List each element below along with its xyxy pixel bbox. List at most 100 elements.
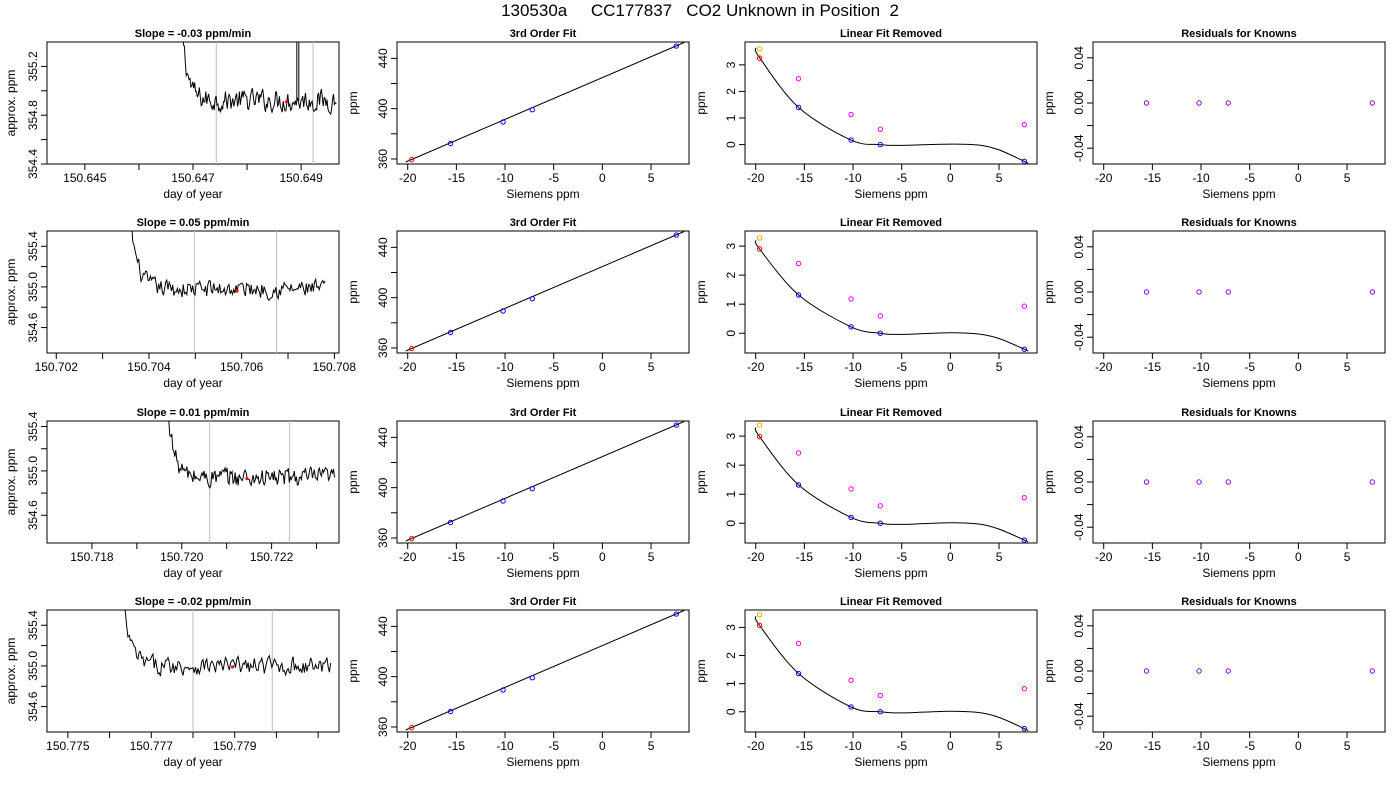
data-point bbox=[795, 75, 802, 82]
panel-title: Linear Fit Removed bbox=[840, 596, 942, 608]
x-axis-label: day of year bbox=[163, 755, 222, 769]
data-point bbox=[848, 677, 854, 683]
x-axis-label: Siemens ppm bbox=[854, 755, 927, 769]
fit-point bbox=[235, 289, 239, 293]
x-tick-label: -15 bbox=[1144, 739, 1162, 753]
x-tick-label: 150.775 bbox=[46, 739, 90, 753]
data-point bbox=[1021, 494, 1028, 501]
panel-title: Slope = 0.05 ppm/min bbox=[137, 217, 250, 229]
x-tick-label: -15 bbox=[796, 550, 814, 564]
fit-line bbox=[405, 42, 685, 163]
x-tick-label: -10 bbox=[496, 739, 514, 753]
panel-title: Slope = -0.03 ppm/min bbox=[135, 28, 252, 40]
x-tick-label: 150.779 bbox=[213, 739, 257, 753]
x-axis-label: Siemens ppm bbox=[506, 376, 579, 390]
panel-title: Slope = -0.02 ppm/min bbox=[135, 596, 252, 608]
panel-title: Residuals for Knowns bbox=[1181, 407, 1297, 419]
plot-area bbox=[1143, 289, 1376, 295]
x-tick-label: -20 bbox=[399, 550, 417, 564]
y-tick-label: 1 bbox=[724, 301, 738, 308]
data-point bbox=[408, 535, 415, 542]
y-axis-label: ppm bbox=[694, 470, 708, 493]
y-tick-label: -0.04 bbox=[1072, 323, 1086, 351]
panel-0-2: Linear Fit Removed Siemens ppm ppm -20 -15 -1… bbox=[694, 28, 1038, 201]
y-axis-label: ppm bbox=[1042, 470, 1056, 493]
x-tick-label: -20 bbox=[399, 739, 417, 753]
data-point bbox=[877, 141, 883, 148]
plot-frame bbox=[396, 41, 690, 165]
data-point bbox=[447, 140, 454, 147]
x-tick-label: 150.647 bbox=[171, 171, 215, 185]
x-tick-label: 0 bbox=[947, 739, 954, 753]
data-point bbox=[1225, 289, 1231, 295]
data-point bbox=[529, 674, 535, 681]
data-point bbox=[1021, 537, 1028, 543]
x-tick-label: 150.720 bbox=[160, 550, 204, 564]
data-point bbox=[447, 708, 454, 715]
y-axis-label: ppm bbox=[1042, 91, 1056, 114]
panel-1-1: 3rd Order Fit Siemens ppm ppm -20 -15 -10 -5 0 5… bbox=[346, 217, 690, 390]
y-tick-label: 354.8 bbox=[26, 100, 40, 130]
fit-point bbox=[284, 100, 289, 104]
x-tick-label: 0 bbox=[599, 171, 606, 185]
panel-title: Linear Fit Removed bbox=[840, 407, 942, 419]
data-point bbox=[877, 330, 883, 336]
x-tick-label: -10 bbox=[1192, 739, 1210, 753]
x-tick-label: 5 bbox=[1344, 171, 1351, 185]
data-point bbox=[673, 43, 680, 49]
x-tick-label: 5 bbox=[648, 360, 655, 374]
data-point bbox=[1021, 346, 1028, 352]
y-tick-label: -0.04 bbox=[1072, 702, 1086, 730]
y-tick-label: 1 bbox=[724, 114, 738, 121]
y-axis-label: ppm bbox=[346, 659, 360, 682]
data-point bbox=[1225, 479, 1231, 485]
data-point bbox=[1369, 668, 1376, 674]
x-tick-label: -5 bbox=[548, 550, 559, 564]
data-point bbox=[1021, 121, 1028, 128]
x-tick-label: -10 bbox=[1192, 360, 1210, 374]
data-point bbox=[1021, 303, 1028, 309]
data-point bbox=[795, 640, 802, 647]
y-axis-label: approx. ppm bbox=[4, 70, 18, 137]
data-point bbox=[1196, 668, 1202, 674]
y-axis-label: ppm bbox=[694, 280, 708, 303]
panel-2-2: Linear Fit Removed Siemens ppm ppm -20 -15 -1… bbox=[694, 407, 1038, 580]
data-point bbox=[408, 345, 415, 352]
data-point bbox=[795, 482, 802, 488]
x-tick-label: 5 bbox=[648, 739, 655, 753]
plot-frame bbox=[744, 609, 1038, 733]
y-tick-label: 3 bbox=[724, 432, 738, 439]
plot-frame bbox=[744, 420, 1038, 544]
data-point bbox=[877, 126, 883, 132]
data-point bbox=[848, 514, 854, 521]
y-tick-label: 0.00 bbox=[1072, 470, 1086, 494]
x-tick-label: 150.708 bbox=[313, 360, 357, 374]
y-tick-label: -0.04 bbox=[1072, 513, 1086, 541]
x-tick-label: -15 bbox=[1144, 171, 1162, 185]
x-tick-label: 150.718 bbox=[70, 550, 114, 564]
fit-curve bbox=[754, 240, 1029, 352]
data-point bbox=[1225, 668, 1231, 674]
plot-area bbox=[754, 46, 1029, 164]
plot-frame bbox=[396, 609, 690, 733]
data-point bbox=[756, 235, 763, 241]
x-axis-label: day of year bbox=[163, 566, 222, 580]
data-point bbox=[795, 670, 802, 677]
y-tick-label: 360 bbox=[376, 717, 390, 737]
y-tick-label: 355.0 bbox=[26, 456, 40, 486]
x-tick-label: -15 bbox=[448, 550, 466, 564]
x-tick-label: 5 bbox=[1344, 550, 1351, 564]
x-tick-label: -20 bbox=[1095, 739, 1113, 753]
data-point bbox=[1143, 668, 1150, 674]
fit-curve bbox=[754, 615, 1029, 732]
plot-area bbox=[124, 610, 332, 732]
x-tick-label: 5 bbox=[1344, 360, 1351, 374]
data-point bbox=[848, 296, 854, 302]
data-point bbox=[1143, 100, 1150, 106]
x-tick-label: -15 bbox=[796, 360, 814, 374]
y-axis-label: ppm bbox=[346, 470, 360, 493]
data-point bbox=[1021, 686, 1028, 692]
y-tick-label: 3 bbox=[724, 624, 738, 631]
y-tick-label: 354.6 bbox=[26, 500, 40, 530]
x-axis-label: Siemens ppm bbox=[506, 566, 579, 580]
